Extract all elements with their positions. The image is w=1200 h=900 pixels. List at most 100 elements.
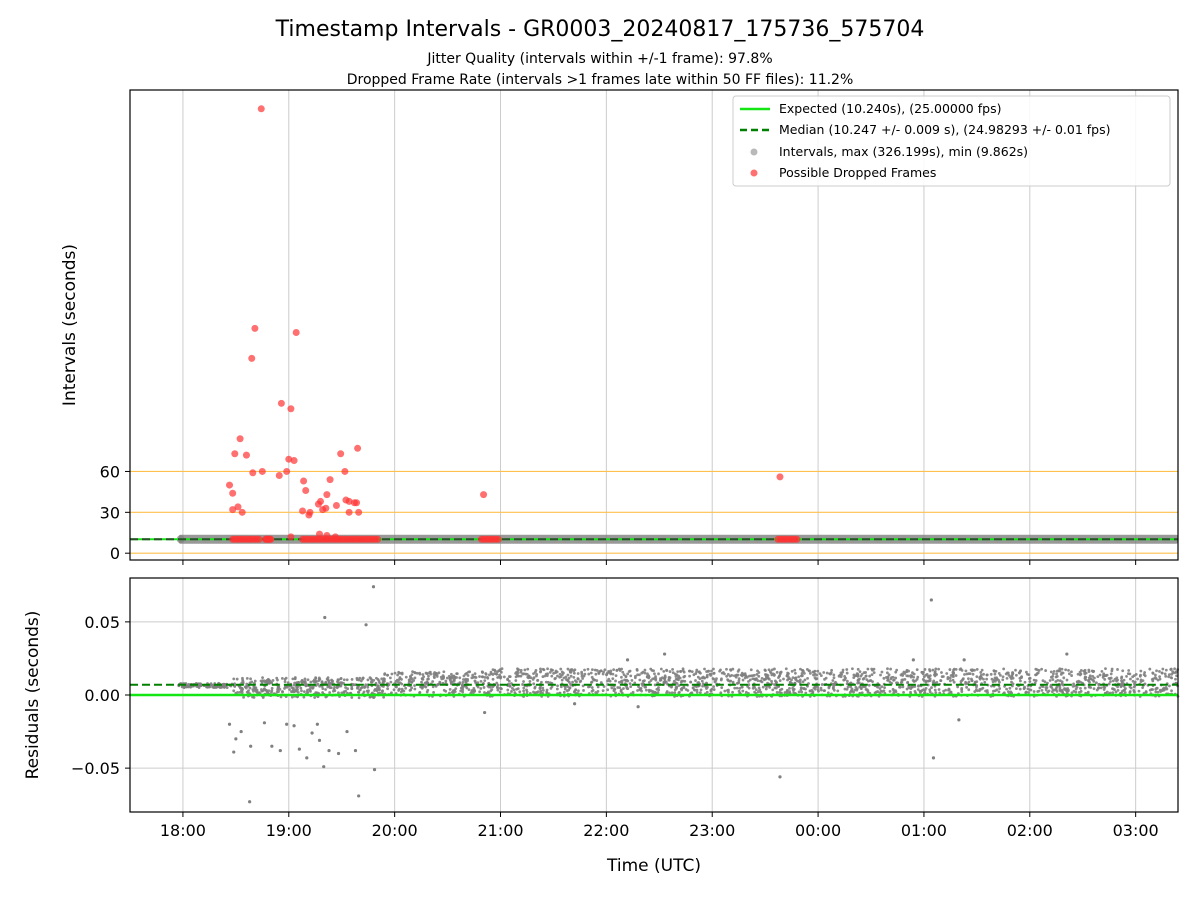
residual-point <box>867 683 871 687</box>
residual-point <box>964 680 968 684</box>
residual-point <box>516 674 520 678</box>
residual-point <box>244 686 248 690</box>
dropped-frame-point <box>315 530 323 538</box>
residual-point <box>328 691 332 694</box>
residual-point <box>799 674 803 678</box>
residual-point <box>1064 668 1068 672</box>
residual-point <box>598 670 602 673</box>
residual-point <box>684 688 688 691</box>
residual-point <box>413 687 417 691</box>
residual-point <box>342 690 346 694</box>
bottom-y-axis: −0.05 0.00 0.05 <box>71 613 130 778</box>
residual-point <box>885 671 889 675</box>
residual-point <box>668 676 672 679</box>
residual-point <box>356 685 360 689</box>
residual-point <box>483 679 487 682</box>
residual-point <box>1076 672 1080 676</box>
residual-point <box>300 680 304 683</box>
residual-point <box>479 679 483 683</box>
residual-point <box>303 681 307 685</box>
residual-point <box>985 677 989 681</box>
residual-point <box>623 678 627 682</box>
residual-point <box>587 685 590 689</box>
residual-point <box>747 674 751 678</box>
residual-point <box>822 671 826 674</box>
residual-point <box>295 689 298 693</box>
residual-point <box>725 674 729 678</box>
residual-point <box>865 678 869 682</box>
residual-point <box>1103 686 1107 689</box>
residual-point <box>270 690 273 694</box>
residual-point <box>690 670 694 674</box>
residual-point <box>1156 690 1160 694</box>
residual-point <box>269 680 272 684</box>
residual-point <box>1005 677 1009 680</box>
residual-point <box>556 684 559 688</box>
residual-point <box>1143 671 1147 674</box>
dropped-frame-point <box>251 324 259 332</box>
residual-point <box>1002 691 1006 695</box>
residual-outlier-point <box>227 722 232 726</box>
residual-point <box>432 690 435 694</box>
residual-point <box>674 685 678 689</box>
residual-point <box>728 674 732 678</box>
residual-point <box>845 671 849 675</box>
residual-point <box>300 689 303 693</box>
residual-point <box>373 687 377 691</box>
top-y-tick-label: 60 <box>100 462 120 481</box>
dropped-frame-point <box>341 467 349 475</box>
residual-point <box>602 685 606 688</box>
residual-point <box>1169 676 1173 679</box>
residual-point <box>978 677 982 681</box>
residual-point <box>701 684 705 688</box>
residual-outlier-point <box>336 751 341 756</box>
residual-point <box>963 673 966 676</box>
residual-point <box>309 680 313 684</box>
residual-point <box>410 686 414 690</box>
residual-point <box>1077 679 1081 683</box>
residual-point <box>934 667 938 671</box>
residual-point <box>559 675 563 679</box>
residual-point <box>644 688 648 692</box>
residual-point <box>900 680 904 684</box>
residual-point <box>512 688 516 692</box>
residual-point <box>541 688 545 692</box>
bottom-y-tick-label: 0.00 <box>84 686 120 705</box>
residual-point <box>862 671 866 675</box>
residual-point <box>948 668 952 671</box>
residual-point <box>1174 677 1177 681</box>
residual-point <box>1142 673 1146 677</box>
residual-point <box>536 679 539 682</box>
residual-point <box>668 670 672 673</box>
legend: Expected (10.240s), (25.00000 fps) Media… <box>732 95 1171 187</box>
residual-point <box>1105 690 1109 694</box>
residual-point <box>859 674 863 678</box>
residual-point <box>1141 686 1145 689</box>
residual-point <box>413 671 417 674</box>
residual-point <box>866 667 870 671</box>
residual-point <box>381 689 384 693</box>
residual-point <box>1116 668 1119 671</box>
residual-point <box>810 689 814 692</box>
residual-point <box>569 670 573 674</box>
residual-point <box>502 675 506 679</box>
residual-point <box>782 677 785 681</box>
residual-point <box>381 685 385 688</box>
residual-point <box>816 669 820 673</box>
residual-point <box>302 690 306 693</box>
residual-point <box>1129 677 1132 681</box>
residual-point <box>767 677 771 681</box>
residual-point <box>1052 669 1056 673</box>
residual-point <box>633 676 637 680</box>
residual-point <box>915 668 919 672</box>
residual-point <box>843 675 847 678</box>
residual-point <box>764 677 768 681</box>
residual-point <box>618 669 622 672</box>
residual-point <box>831 687 835 691</box>
residual-point <box>594 691 598 694</box>
x-tick-label: 01:00 <box>901 821 947 840</box>
residual-point <box>800 690 804 694</box>
residual-point <box>975 680 979 683</box>
residual-point <box>836 689 840 693</box>
residual-point <box>985 673 989 677</box>
